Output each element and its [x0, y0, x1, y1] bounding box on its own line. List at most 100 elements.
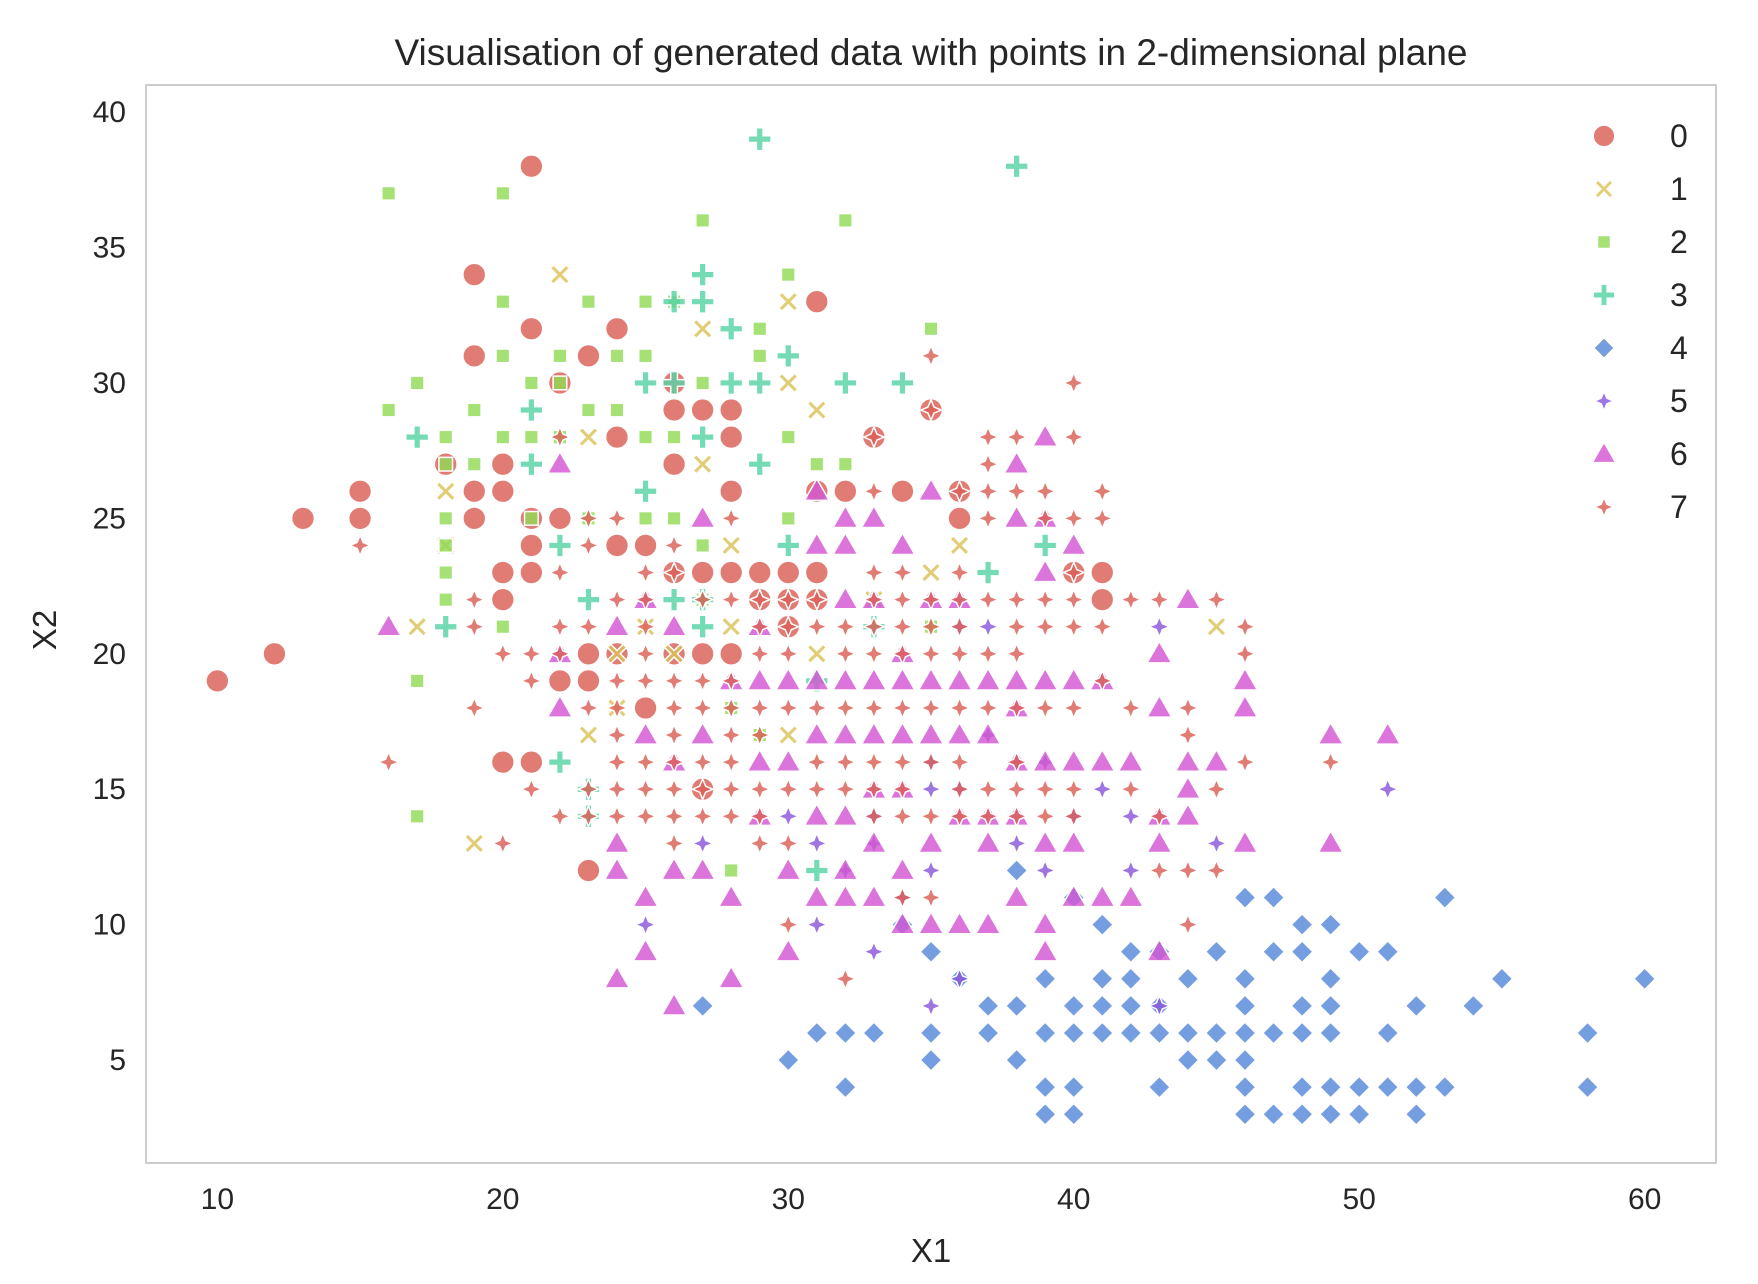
data-point — [519, 560, 544, 585]
data-point — [576, 641, 601, 666]
data-point — [690, 831, 715, 856]
data-point — [633, 668, 658, 694]
data-point — [519, 452, 544, 477]
data-point — [661, 777, 687, 802]
data-point — [609, 402, 625, 418]
data-point — [690, 695, 715, 721]
data-point — [462, 479, 487, 504]
data-point — [690, 994, 715, 1018]
data-point — [1090, 560, 1115, 585]
data-point — [923, 321, 939, 337]
data-point — [747, 641, 772, 666]
data-point — [1061, 1021, 1086, 1045]
data-point — [1031, 910, 1059, 935]
data-point — [918, 695, 944, 721]
data-point — [580, 402, 597, 418]
data-point — [1061, 777, 1086, 802]
data-point — [918, 641, 944, 666]
data-point — [633, 695, 658, 721]
data-point — [547, 749, 573, 775]
data-point — [495, 429, 511, 445]
data-point — [860, 883, 888, 908]
data-point — [1090, 506, 1115, 531]
data-point — [1318, 1102, 1343, 1127]
data-point — [719, 668, 744, 694]
data-point — [577, 426, 600, 448]
data-point — [947, 749, 972, 775]
data-point — [604, 749, 630, 775]
data-point — [690, 424, 715, 450]
data-point — [1004, 479, 1029, 504]
data-point — [604, 722, 630, 748]
data-point — [519, 641, 544, 666]
data-point — [1261, 1021, 1286, 1045]
series-0 — [205, 154, 1115, 883]
data-point — [804, 777, 829, 802]
data-point — [1118, 695, 1143, 721]
data-point — [576, 343, 601, 369]
data-point — [1060, 748, 1088, 772]
data-point — [1061, 695, 1086, 721]
data-point — [917, 910, 945, 935]
data-point — [918, 858, 944, 883]
legend-item-5: 5 — [1592, 383, 1688, 419]
data-point — [1318, 994, 1343, 1018]
legend-item-0: 0 — [1592, 118, 1688, 154]
data-point — [1347, 1075, 1372, 1100]
data-point — [861, 560, 887, 585]
data-point — [1004, 614, 1029, 639]
data-point — [435, 480, 457, 502]
data-point — [1033, 1021, 1058, 1045]
data-point — [1290, 1021, 1314, 1045]
data-point — [831, 531, 860, 556]
data-point — [490, 452, 515, 477]
data-point — [690, 668, 715, 694]
data-point — [438, 456, 454, 472]
data-point — [777, 724, 799, 746]
data-point — [1118, 966, 1143, 991]
data-point — [490, 749, 515, 775]
data-point — [1147, 614, 1172, 639]
data-point — [691, 318, 714, 340]
data-point — [409, 808, 425, 824]
data-point — [690, 262, 715, 287]
data-point — [1060, 667, 1088, 691]
data-point — [547, 668, 573, 694]
data-point — [861, 749, 887, 775]
data-point — [381, 185, 397, 201]
data-point — [917, 477, 945, 502]
data-point — [719, 370, 744, 396]
data-point — [1061, 614, 1086, 639]
data-point — [603, 829, 631, 854]
data-point — [1147, 1021, 1172, 1045]
data-point — [1033, 479, 1058, 504]
data-point — [1090, 966, 1115, 991]
data-point — [947, 966, 972, 991]
data-point — [604, 695, 630, 721]
x-tick-label: 60 — [1628, 1183, 1661, 1216]
legend-marker — [1596, 234, 1612, 250]
data-point — [1061, 506, 1086, 531]
data-point — [1118, 587, 1143, 612]
data-point — [1375, 1021, 1400, 1045]
data-point — [1060, 883, 1088, 908]
data-point — [861, 479, 887, 504]
y-tick-label: 35 — [93, 232, 126, 265]
legend-item-6: 6 — [1590, 436, 1688, 472]
data-point — [776, 912, 801, 937]
data-point — [547, 506, 573, 531]
data-point — [576, 695, 601, 721]
data-point — [633, 804, 658, 829]
data-point — [462, 506, 487, 531]
data-point — [1033, 533, 1058, 558]
data-point — [1174, 748, 1202, 772]
data-point — [804, 1021, 829, 1045]
data-point — [746, 667, 774, 691]
data-point — [631, 883, 660, 908]
data-point — [1404, 1102, 1429, 1127]
data-point — [1117, 748, 1145, 772]
data-point — [381, 402, 397, 418]
data-point — [604, 533, 630, 558]
series-7 — [347, 343, 1343, 991]
data-point — [1318, 966, 1343, 991]
